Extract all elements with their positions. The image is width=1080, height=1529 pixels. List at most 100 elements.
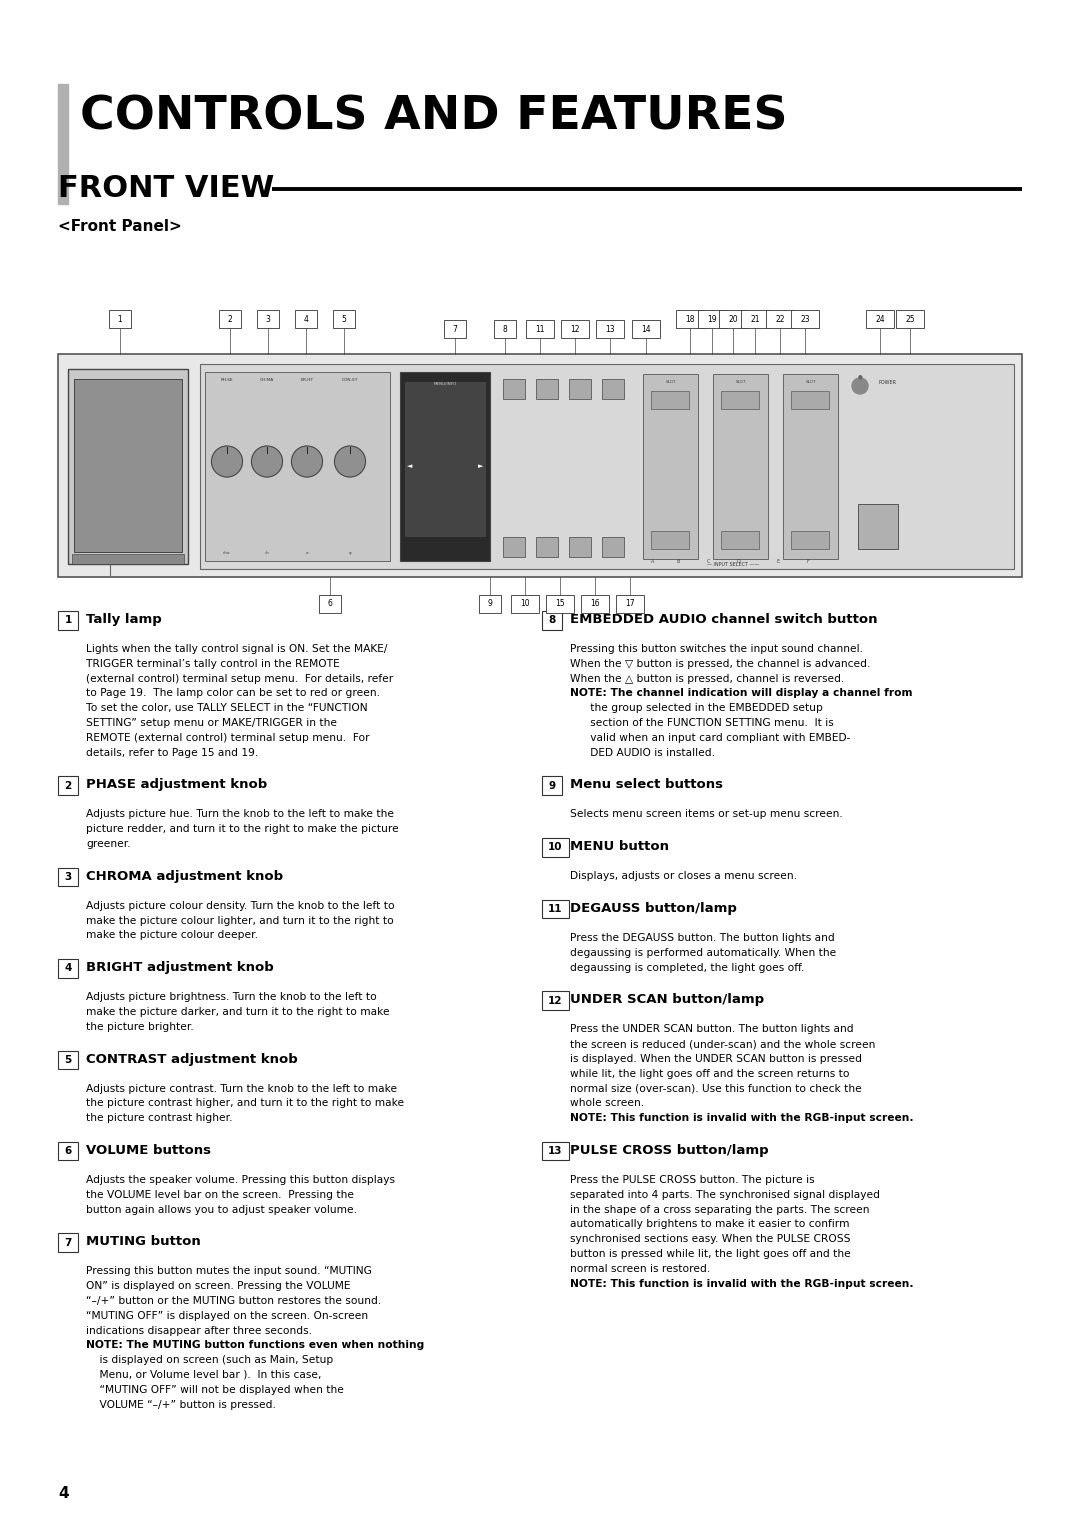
Text: 15: 15 xyxy=(555,599,565,609)
Text: indications disappear after three seconds.: indications disappear after three second… xyxy=(86,1326,312,1336)
Text: make the picture darker, and turn it to the right to make: make the picture darker, and turn it to … xyxy=(86,1008,390,1017)
Text: Press the DEGAUSS button. The button lights and: Press the DEGAUSS button. The button lig… xyxy=(570,933,835,943)
Text: CONTRAST adjustment knob: CONTRAST adjustment knob xyxy=(86,1052,298,1066)
Text: 8: 8 xyxy=(502,324,508,333)
Text: 4: 4 xyxy=(65,963,71,974)
Text: 14: 14 xyxy=(642,324,651,333)
Text: B: B xyxy=(676,560,679,564)
Text: BR.HT: BR.HT xyxy=(300,378,313,382)
Text: automatically brightens to make it easier to confirm: automatically brightens to make it easie… xyxy=(570,1220,850,1229)
Bar xyxy=(58,777,78,795)
Text: 3: 3 xyxy=(65,872,71,882)
Text: 9: 9 xyxy=(487,599,492,609)
Text: 21: 21 xyxy=(751,315,759,324)
Text: Pressing this button switches the input sound channel.: Pressing this button switches the input … xyxy=(570,644,863,654)
Text: EMBEDDED AUDIO channel switch button: EMBEDDED AUDIO channel switch button xyxy=(570,613,877,625)
Bar xyxy=(58,1234,78,1252)
Text: NOTE: The MUTING button functions even when nothing: NOTE: The MUTING button functions even w… xyxy=(86,1341,424,1350)
Text: TRIGGER terminal’s tally control in the REMOTE: TRIGGER terminal’s tally control in the … xyxy=(86,659,340,668)
Bar xyxy=(333,310,355,327)
Bar xyxy=(542,991,569,1009)
Text: 3: 3 xyxy=(266,315,270,324)
Text: 12: 12 xyxy=(549,995,563,1006)
Text: while lit, the light goes off and the screen returns to: while lit, the light goes off and the sc… xyxy=(570,1069,850,1079)
Text: SETTING” setup menu or MAKE/TRIGGER in the: SETTING” setup menu or MAKE/TRIGGER in t… xyxy=(86,719,337,728)
Text: UNDER SCAN button/lamp: UNDER SCAN button/lamp xyxy=(570,994,765,1006)
Circle shape xyxy=(335,446,365,477)
Bar xyxy=(719,310,747,327)
Text: picture redder, and turn it to the right to make the picture: picture redder, and turn it to the right… xyxy=(86,824,399,835)
Text: section of the FUNCTION SETTING menu.  It is: section of the FUNCTION SETTING menu. It… xyxy=(570,719,834,728)
Text: to Page 19.  The lamp color can be set to red or green.: to Page 19. The lamp color can be set to… xyxy=(86,688,380,699)
Text: When the ▽ button is pressed, the channel is advanced.: When the ▽ button is pressed, the channe… xyxy=(570,659,870,668)
Text: degaussing is performed automatically. When the: degaussing is performed automatically. W… xyxy=(570,948,836,957)
Text: ●: ● xyxy=(858,375,862,379)
Text: the picture brighter.: the picture brighter. xyxy=(86,1021,193,1032)
Text: chα: chα xyxy=(224,550,231,555)
Text: Pressing this button mutes the input sound. “MUTING: Pressing this button mutes the input sou… xyxy=(86,1266,372,1277)
Text: PULSE CROSS button/lamp: PULSE CROSS button/lamp xyxy=(570,1144,769,1157)
Text: 6: 6 xyxy=(327,599,333,609)
Circle shape xyxy=(252,446,283,477)
Text: normal size (over-scan). Use this function to check the: normal size (over-scan). Use this functi… xyxy=(570,1084,862,1093)
Text: Press the PULSE CROSS button. The picture is: Press the PULSE CROSS button. The pictur… xyxy=(570,1174,814,1185)
Text: A: A xyxy=(651,560,654,564)
Text: CON.ST: CON.ST xyxy=(341,378,359,382)
Text: CH.MA: CH.MA xyxy=(260,378,274,382)
Text: SLOT: SLOT xyxy=(735,381,746,384)
Bar xyxy=(58,355,1022,576)
Text: VOLUME buttons: VOLUME buttons xyxy=(86,1144,211,1157)
Text: the screen is reduced (under-scan) and the whole screen: the screen is reduced (under-scan) and t… xyxy=(570,1040,876,1049)
Bar xyxy=(602,537,624,557)
Text: PH.SE: PH.SE xyxy=(220,378,233,382)
Bar xyxy=(616,595,644,613)
Bar xyxy=(58,84,68,203)
Text: MENU/INFO: MENU/INFO xyxy=(433,382,457,385)
Text: 19: 19 xyxy=(707,315,717,324)
Bar xyxy=(526,320,554,338)
Bar xyxy=(542,777,562,795)
Text: 5: 5 xyxy=(65,1055,71,1064)
Bar xyxy=(494,320,516,338)
Text: button is pressed while lit, the light goes off and the: button is pressed while lit, the light g… xyxy=(570,1249,851,1258)
Bar xyxy=(581,595,609,613)
Text: 2: 2 xyxy=(65,781,71,790)
Text: SLOT: SLOT xyxy=(806,381,815,384)
Text: Press the UNDER SCAN button. The button lights and: Press the UNDER SCAN button. The button … xyxy=(570,1024,853,1035)
Text: CHROMA adjustment knob: CHROMA adjustment knob xyxy=(86,870,283,882)
Text: “MUTING OFF” will not be displayed when the: “MUTING OFF” will not be displayed when … xyxy=(86,1385,343,1394)
Bar xyxy=(58,959,78,977)
Text: REMOTE (external control) terminal setup menu.  For: REMOTE (external control) terminal setup… xyxy=(86,732,369,743)
Bar xyxy=(651,391,689,408)
Bar xyxy=(546,595,573,613)
Text: 8: 8 xyxy=(549,615,555,625)
Bar xyxy=(400,372,490,561)
Text: DED AUDIO is installed.: DED AUDIO is installed. xyxy=(570,748,715,757)
Circle shape xyxy=(292,446,323,477)
Bar xyxy=(536,537,558,557)
Text: the group selected in the EMBEDDED setup: the group selected in the EMBEDDED setup xyxy=(570,703,823,713)
Text: 13: 13 xyxy=(605,324,615,333)
Text: POWER: POWER xyxy=(878,379,896,384)
Text: C: C xyxy=(706,560,710,564)
Text: BRIGHT adjustment knob: BRIGHT adjustment knob xyxy=(86,962,273,974)
Bar xyxy=(511,595,539,613)
Text: 2: 2 xyxy=(228,315,232,324)
Text: Displays, adjusts or closes a menu screen.: Displays, adjusts or closes a menu scree… xyxy=(570,872,797,881)
Text: details, refer to Page 15 and 19.: details, refer to Page 15 and 19. xyxy=(86,748,258,757)
Text: When the △ button is pressed, channel is reversed.: When the △ button is pressed, channel is… xyxy=(570,674,845,683)
Bar xyxy=(68,368,188,564)
Bar xyxy=(643,375,698,560)
Bar xyxy=(783,375,838,560)
Bar xyxy=(542,1142,569,1161)
Text: ◄: ◄ xyxy=(407,463,413,469)
Text: PHASE adjustment knob: PHASE adjustment knob xyxy=(86,778,267,792)
Text: DEGAUSS button/lamp: DEGAUSS button/lamp xyxy=(570,902,737,914)
Text: E: E xyxy=(777,560,780,564)
Text: FRONT VIEW: FRONT VIEW xyxy=(58,174,274,203)
Text: NOTE: The channel indication will display a channel from: NOTE: The channel indication will displa… xyxy=(570,688,913,699)
Bar xyxy=(896,310,924,327)
Text: <Front Panel>: <Front Panel> xyxy=(58,219,181,234)
Bar xyxy=(58,1050,78,1069)
Text: 16: 16 xyxy=(590,599,599,609)
